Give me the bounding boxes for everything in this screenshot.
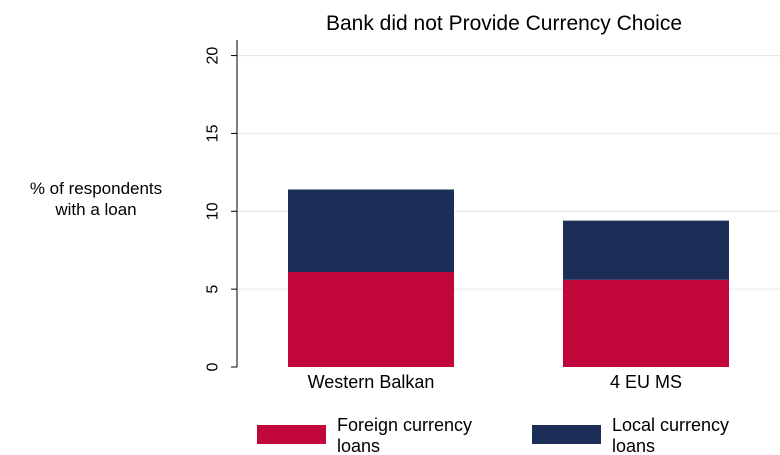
legend-label-0-line-1: loans [337, 436, 380, 455]
y-axis-label-line-2: with a loan [54, 200, 136, 219]
y-axis-label: % of respondents with a loan [30, 179, 162, 219]
x-axis-ticks: Western Balkan 4 EU MS [308, 372, 682, 392]
bar-foreign-1 [563, 279, 729, 367]
bar-local-0 [288, 189, 454, 273]
legend-swatch-0 [257, 425, 326, 444]
legend-label-1-line-0: Local currency [612, 415, 729, 435]
y-tick-label-0: 0 [205, 362, 222, 371]
bar-local-1 [563, 220, 729, 280]
legend-label-0-line-0: Foreign currency [337, 415, 472, 435]
y-tick-label-5: 5 [205, 285, 222, 294]
x-tick-label-1: 4 EU MS [610, 372, 682, 392]
bar-foreign-0 [288, 272, 454, 367]
y-tick-label-15: 15 [205, 124, 222, 142]
y-axis-label-line-1: % of respondents [30, 179, 162, 198]
y-axis-ticks: 0 5 10 15 20 [205, 47, 237, 371]
y-tick-label-20: 20 [205, 47, 222, 65]
chart-title: Bank did not Provide Currency Choice [326, 12, 682, 35]
x-tick-label-0: Western Balkan [308, 372, 435, 392]
bars [288, 189, 729, 367]
legend-swatch-1 [532, 425, 601, 444]
legend-label-1-line-1: loans [612, 436, 655, 455]
y-tick-label-10: 10 [205, 202, 222, 220]
